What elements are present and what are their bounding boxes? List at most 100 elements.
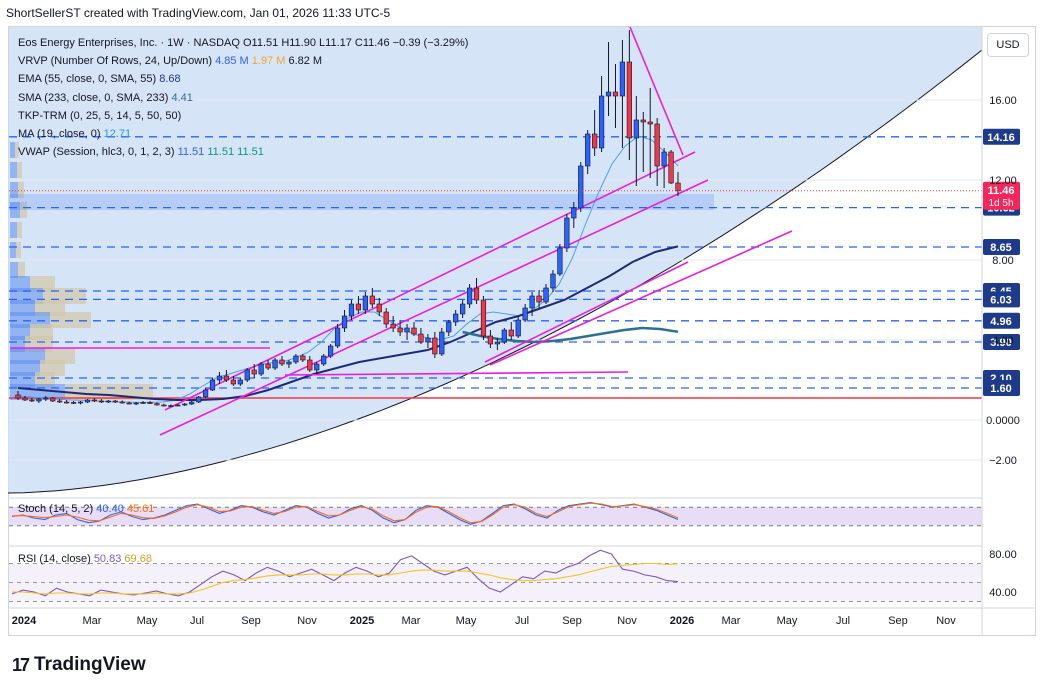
legend-vwap-value-1: 11.51 bbox=[177, 146, 205, 159]
candle-body bbox=[334, 327, 341, 347]
x-tick-label: Sep bbox=[241, 615, 261, 627]
volume-profile-down-bar bbox=[17, 162, 22, 178]
rsi-y-tick-label: 80.00 bbox=[989, 549, 1017, 561]
legend-row-sma[interactable]: SMA (233, close, 0, SMA, 233) 4.41 bbox=[18, 89, 468, 107]
candle-body bbox=[161, 404, 167, 407]
volume-profile-down-bar bbox=[15, 142, 19, 158]
rsi-legend-name: RSI (14, close) bbox=[18, 553, 91, 565]
stoch-legend-name: Stoch (14, 5, 2) bbox=[18, 503, 94, 515]
x-tick-label: Jul bbox=[515, 615, 529, 627]
candle-body bbox=[585, 133, 591, 167]
stoch-legend[interactable]: Stoch (14, 5, 2) 40.40 45.61 bbox=[18, 503, 154, 515]
volume-profile-up-bar bbox=[10, 142, 15, 158]
candle-body bbox=[460, 303, 466, 315]
price-level-label: 4.96 bbox=[990, 316, 1011, 328]
candle-body bbox=[619, 61, 626, 97]
candle-body bbox=[43, 397, 49, 400]
candle-body bbox=[314, 363, 320, 371]
x-tick-label: 2025 bbox=[350, 615, 374, 627]
y-tick-label: −2.00 bbox=[989, 455, 1017, 467]
candle-body bbox=[91, 399, 98, 402]
rsi-legend[interactable]: RSI (14, close) 50.83 69.68 bbox=[18, 553, 152, 565]
x-tick-label: May bbox=[777, 615, 798, 627]
candle-body bbox=[626, 61, 632, 139]
candle-body bbox=[598, 95, 605, 149]
y-tick-label: 8.00 bbox=[992, 255, 1013, 267]
trend-line bbox=[284, 371, 629, 376]
candle-body bbox=[612, 91, 619, 97]
legend-open: O11.51 bbox=[242, 37, 279, 49]
legend-ma-name: MA (19, close, 0) bbox=[18, 128, 101, 141]
volume-profile-down-bar bbox=[18, 182, 24, 198]
ma19-line bbox=[17, 135, 679, 403]
volume-profile-up-bar bbox=[10, 262, 18, 278]
candle-body bbox=[529, 295, 535, 309]
candle-body bbox=[494, 341, 500, 345]
last-price-label: 11.46 bbox=[988, 185, 1015, 197]
sma233-line bbox=[462, 326, 679, 344]
legend-close: C11.46 bbox=[354, 37, 390, 49]
x-tick-label: Jul bbox=[836, 615, 850, 627]
legend-vrvp-down: 1.97 M bbox=[251, 55, 286, 68]
legend-vwap-value-2: 11.51 bbox=[207, 146, 235, 159]
x-tick-label: Mar bbox=[722, 615, 741, 627]
candle-body bbox=[272, 359, 278, 369]
legend-row-vwap[interactable]: VWAP (Session, hlc3, 0, 1, 2, 3) 11.51 1… bbox=[18, 143, 468, 161]
legend-row-vrvp[interactable]: VRVP (Number Of Rows, 24, Up/Down) 4.85 … bbox=[18, 52, 468, 70]
attribution-header: ShortSellerST created with TradingView.c… bbox=[6, 6, 391, 20]
volume-profile-down-bar bbox=[20, 202, 27, 218]
legend-high: H11.90 bbox=[281, 37, 316, 49]
candle-body bbox=[237, 379, 243, 385]
candle-body bbox=[592, 133, 598, 149]
x-tick-label: Nov bbox=[297, 615, 317, 627]
candle-body bbox=[348, 303, 355, 317]
candle-body bbox=[98, 400, 104, 403]
x-tick-label: May bbox=[456, 615, 477, 627]
price-level-tag bbox=[983, 312, 1020, 329]
x-tick-label: May bbox=[137, 615, 158, 627]
candle-body bbox=[487, 335, 494, 345]
candle-body bbox=[182, 403, 188, 406]
legend-row-ma[interactable]: MA (19, close, 0) 12.71 bbox=[18, 125, 468, 143]
candle-body bbox=[522, 307, 528, 321]
legend-ema-value: 8.68 bbox=[159, 73, 181, 86]
candle-body bbox=[154, 403, 160, 406]
candle-body bbox=[70, 402, 77, 404]
candle-body bbox=[36, 398, 42, 402]
legend-row-tkp[interactable]: TKP-TRM (0, 25, 5, 14, 5, 50, 50) bbox=[18, 107, 468, 125]
candle-body bbox=[557, 247, 563, 275]
trend-line bbox=[159, 179, 709, 436]
price-level-tag bbox=[983, 128, 1020, 145]
legend-tkp-name: TKP-TRM (0, 25, 5, 14, 5, 50, 50) bbox=[18, 109, 182, 122]
candle-body bbox=[390, 323, 396, 329]
candle-body bbox=[654, 123, 660, 167]
legend-row-symbol[interactable]: Eos Energy Enterprises, Inc. · 1W · NASD… bbox=[18, 34, 468, 52]
candle-body bbox=[29, 399, 35, 402]
x-tick-label: Sep bbox=[888, 615, 908, 627]
legend-row-ema[interactable]: EMA (55, close, 0, SMA, 55) 8.68 bbox=[18, 70, 468, 88]
volume-profile-down-bar bbox=[18, 262, 25, 278]
x-tick-label: Nov bbox=[617, 615, 637, 627]
candle-body bbox=[647, 121, 653, 125]
tradingview-brand[interactable]: 17 TradingView bbox=[12, 654, 146, 676]
price-level-label: 1.60 bbox=[990, 383, 1011, 395]
candle-body bbox=[175, 404, 181, 407]
candle-body bbox=[418, 333, 424, 343]
candle-body bbox=[633, 119, 639, 139]
legend: Eos Energy Enterprises, Inc. · 1W · NASD… bbox=[18, 34, 468, 161]
candle-body bbox=[189, 401, 195, 405]
currency-button[interactable]: USD bbox=[987, 33, 1029, 57]
candle-body bbox=[300, 355, 306, 361]
candle-body bbox=[230, 379, 236, 385]
candle-body bbox=[355, 303, 362, 311]
candle-body bbox=[369, 295, 375, 305]
legend-change: −0.39 (−3.29%) bbox=[392, 37, 469, 49]
y-tick-label: 4.00 bbox=[992, 335, 1013, 347]
price-level-tag bbox=[983, 334, 1020, 350]
legend-vrvp-name: VRVP (Number Of Rows, 24, Up/Down) bbox=[18, 55, 212, 68]
trend-line bbox=[629, 26, 684, 156]
candle-body bbox=[376, 303, 382, 313]
legend-low: L11.17 bbox=[319, 37, 352, 49]
last-price-tag bbox=[983, 181, 1020, 210]
